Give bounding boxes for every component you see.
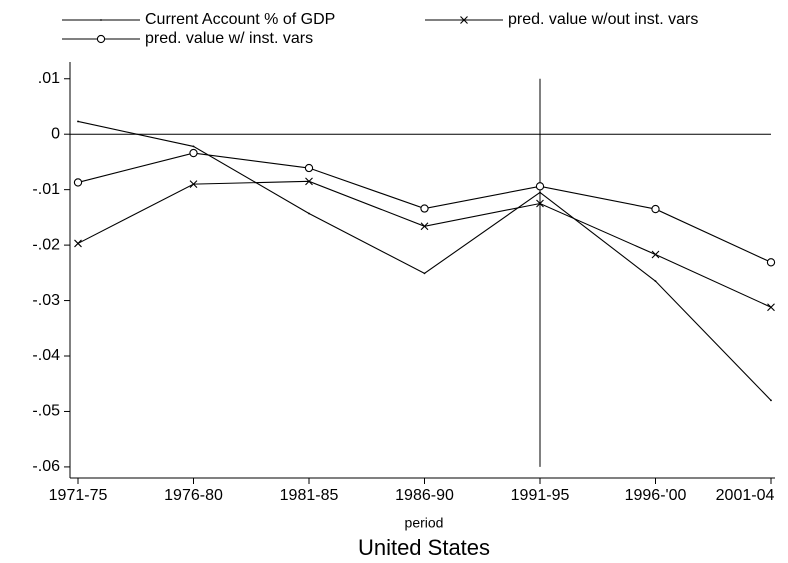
legend-label: Current Account % of GDP <box>145 11 335 28</box>
point <box>420 222 429 231</box>
legend-marker <box>460 16 468 24</box>
x-tick-label: 1986-90 <box>395 487 454 504</box>
legend-marker <box>100 19 102 21</box>
point <box>651 250 660 259</box>
point <box>767 303 775 312</box>
y-tick-label: -.04 <box>32 347 60 364</box>
x-tick-label: 1996-'00 <box>625 487 687 504</box>
point <box>770 399 772 402</box>
point <box>766 258 776 267</box>
y-tick-label: -.02 <box>32 236 60 253</box>
x-axis-label: period <box>405 515 444 531</box>
y-tick-label: -.06 <box>32 458 60 475</box>
point <box>77 120 79 123</box>
point <box>420 204 429 213</box>
legend-label: pred. value w/out inst. vars <box>508 11 698 28</box>
point <box>535 182 545 191</box>
chart-title: United States <box>358 535 490 560</box>
point <box>305 177 313 186</box>
y-tick-label: -.01 <box>32 181 60 198</box>
point <box>74 239 82 248</box>
point <box>73 178 83 187</box>
legend-marker <box>96 34 106 44</box>
point <box>651 204 660 214</box>
point <box>539 191 541 194</box>
point <box>536 199 544 208</box>
point <box>189 148 198 158</box>
x-tick-label: 1971-75 <box>49 487 108 504</box>
x-tick-label: 1976-80 <box>164 487 223 504</box>
point <box>308 212 310 215</box>
y-tick-label: -.05 <box>32 403 60 420</box>
point <box>189 180 198 188</box>
y-tick-label: 0 <box>51 125 60 142</box>
legend-label: pred. value w/ inst. vars <box>145 30 313 47</box>
y-tick-label: .01 <box>38 70 60 87</box>
x-tick-label: 1981-85 <box>280 487 339 504</box>
point <box>192 145 195 148</box>
x-tick-label: 2001-04 <box>716 487 775 504</box>
point <box>654 280 657 283</box>
point <box>304 163 314 173</box>
x-tick-label: 1991-95 <box>511 487 570 504</box>
y-tick-label: -.03 <box>32 292 60 309</box>
point <box>423 272 426 275</box>
